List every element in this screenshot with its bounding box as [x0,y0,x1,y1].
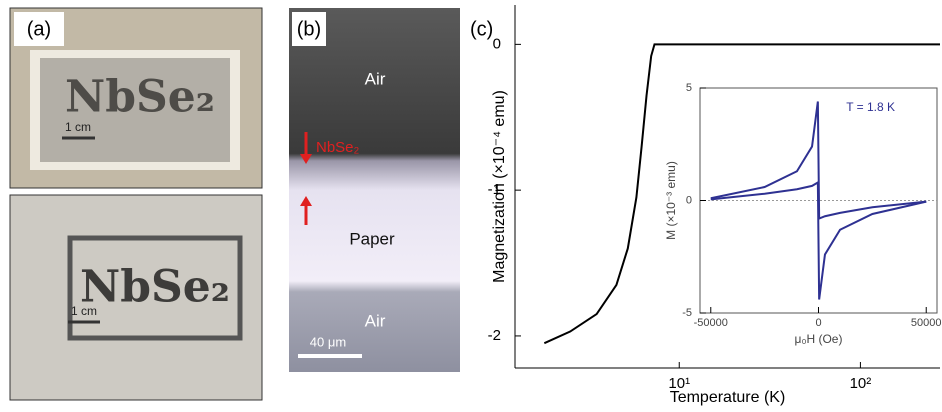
region-label: Air [365,311,386,330]
y-tick-label: 0 [686,194,692,206]
x-tick-label: -50000 [694,317,728,329]
scale-label: 1 cm [65,120,91,134]
x-tick-label: 0 [815,317,821,329]
y-tick-label: 5 [686,82,692,94]
y-axis-label: Magnetization (×10⁻⁴ emu) [491,90,508,283]
x-tick-label: 10² [850,375,872,392]
panel-label: (c) [470,18,493,40]
layer-label: NbSe₂ [316,139,360,156]
panel-label: (a) [27,18,51,40]
scale-label: 40 μm [310,334,346,349]
y-axis-label: M (×10⁻³ emu) [664,161,678,240]
photo-text: NbSe₂ [65,72,215,123]
y-tick-label: -5 [682,307,692,319]
x-axis-label: μ₀H (Oe) [795,332,843,346]
x-tick-label: 50000 [911,317,942,329]
annotation: T = 1.8 K [846,100,895,114]
x-axis-label: Temperature (K) [670,389,786,406]
figure: NbSe₂ 1 cm (a) NbSe₂ 1 cm (b) Air NbSe₂ … [0,0,942,407]
scale-label: 1 cm [71,304,97,318]
y-tick-label: -2 [488,327,501,344]
region-label: Paper [349,229,395,248]
y-tick-label: 0 [493,35,501,52]
panel-label: (b) [297,18,321,40]
inset-background [660,80,942,350]
region-label: Air [365,69,386,88]
photo-text: NbSe₂ [80,262,230,313]
